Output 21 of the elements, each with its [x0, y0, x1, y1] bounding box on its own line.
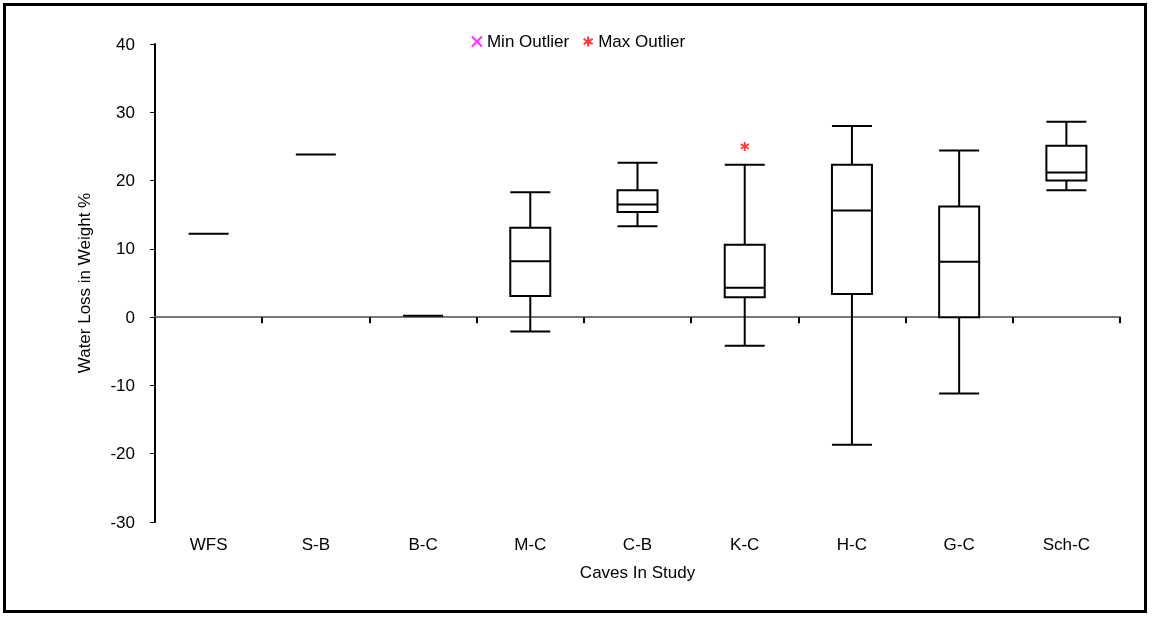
x-tick-label: K-C [730, 535, 760, 554]
x-tick-label: C-B [622, 535, 653, 554]
y-tick-label: 20 [116, 171, 135, 191]
x-axis-title: Caves In Study [579, 563, 696, 582]
y-tick-label: 40 [116, 34, 135, 54]
y-tick-label: 30 [116, 102, 135, 122]
y-tick-label: 10 [116, 239, 135, 259]
y-tick-label: -20 [110, 444, 135, 464]
y-tick-label: 0 [125, 307, 135, 327]
x-tick-label: WFS [189, 535, 228, 554]
y-tick-label: -10 [110, 375, 135, 395]
x-tick-label: G-C [943, 535, 975, 554]
x-tick-label: Sch-C [1042, 535, 1091, 554]
legend-label: Min Outlier [486, 32, 570, 51]
x-tick-label: M-C [514, 535, 547, 554]
legend-label: Max Outlier [598, 32, 686, 51]
x-tick-label: B-C [408, 535, 438, 554]
x-tick-label: S-B [301, 535, 331, 554]
x-tick-label: H-C [836, 535, 868, 554]
y-axis-title: Water Loss in Weight % [75, 192, 94, 374]
y-tick-label: -30 [110, 512, 135, 532]
